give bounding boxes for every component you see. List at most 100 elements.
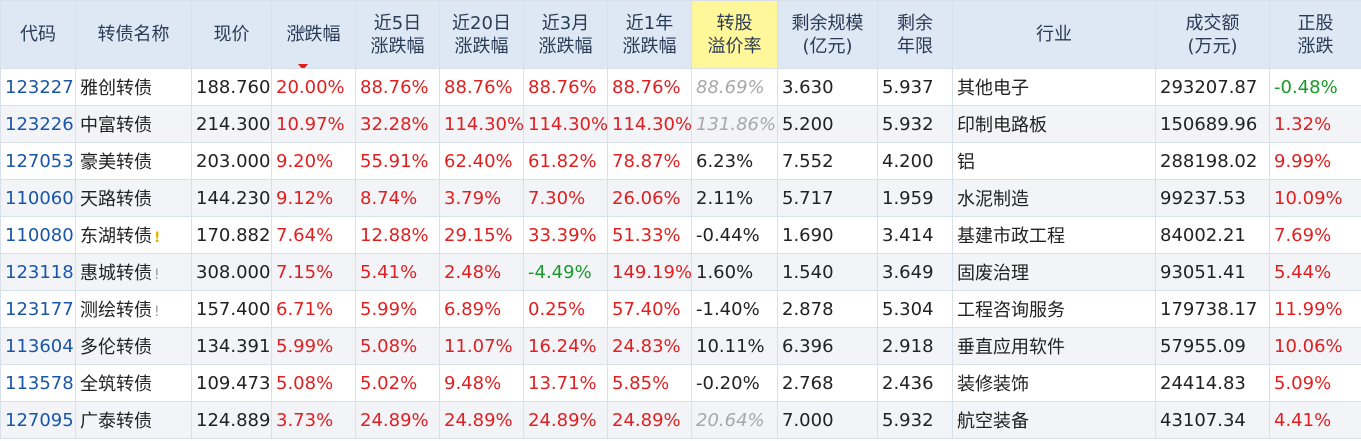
chg20-value: 62.40% bbox=[444, 150, 513, 172]
code-value[interactable]: 113604 bbox=[5, 335, 74, 357]
name-value[interactable]: 豪美转债 bbox=[80, 152, 152, 173]
code-value[interactable]: 113578 bbox=[5, 372, 74, 394]
cell-name[interactable]: 测绘转债! bbox=[75, 290, 192, 328]
cell-chg1y: 88.76% bbox=[607, 68, 692, 106]
chg20-value: 2.48% bbox=[444, 261, 502, 283]
name-value[interactable]: 多伦转债 bbox=[80, 337, 152, 358]
name-value[interactable]: 广泰转债 bbox=[80, 411, 152, 432]
table-row[interactable]: 113578 全筑转债 109.473 5.08% 5.02% 9.48% 13.71% 5.… bbox=[0, 364, 1361, 402]
code-value[interactable]: 110060 bbox=[5, 187, 74, 209]
years-value: 2.918 bbox=[882, 335, 934, 357]
column-header-premium[interactable]: 转股 溢价率 bbox=[691, 0, 778, 69]
cell-code[interactable]: 123118 bbox=[0, 253, 76, 291]
premium-value: 1.60% bbox=[696, 261, 754, 283]
cell-name[interactable]: 东湖转债! bbox=[75, 216, 192, 254]
cell-code[interactable]: 113578 bbox=[0, 364, 76, 402]
code-value[interactable]: 110080 bbox=[5, 224, 74, 246]
volume-value: 84002.21 bbox=[1160, 224, 1246, 246]
chg1y-value: 57.40% bbox=[612, 298, 681, 320]
column-header-chg1y[interactable]: 近1年 涨跌幅 bbox=[607, 0, 692, 69]
price-value: 157.400 bbox=[196, 298, 271, 320]
name-value[interactable]: 天路转债 bbox=[80, 189, 152, 210]
cell-code[interactable]: 123226 bbox=[0, 105, 76, 143]
cell-premium: -0.44% bbox=[691, 216, 778, 254]
column-header-stock-chg[interactable]: 正股 涨跌 bbox=[1269, 0, 1361, 69]
cell-name[interactable]: 豪美转债 bbox=[75, 142, 192, 180]
cell-name[interactable]: 中富转债 bbox=[75, 105, 192, 143]
cell-stock-chg: -0.48% bbox=[1269, 68, 1361, 106]
cell-code[interactable]: 127095 bbox=[0, 401, 76, 439]
column-header-scale[interactable]: 剩余规模 (亿元) bbox=[777, 0, 878, 69]
column-header-volume[interactable]: 成交额 (万元) bbox=[1155, 0, 1270, 69]
code-value[interactable]: 123177 bbox=[5, 298, 74, 320]
code-value[interactable]: 127095 bbox=[5, 409, 74, 431]
code-value[interactable]: 127053 bbox=[5, 150, 74, 172]
cell-years: 5.304 bbox=[877, 290, 953, 328]
cell-code[interactable]: 127053 bbox=[0, 142, 76, 180]
cell-name[interactable]: 天路转债 bbox=[75, 179, 192, 217]
table-row[interactable]: 123227 雅创转债 188.760 20.00% 88.76% 88.76% 88.76… bbox=[0, 68, 1361, 106]
volume-value: 288198.02 bbox=[1160, 150, 1258, 172]
cell-code[interactable]: 113604 bbox=[0, 327, 76, 365]
table-row[interactable]: 123226 中富转债 214.300 10.97% 32.28% 114.30% 114.… bbox=[0, 105, 1361, 143]
cell-chg3m: 13.71% bbox=[523, 364, 608, 402]
cell-code[interactable]: 123177 bbox=[0, 290, 76, 328]
cell-code[interactable]: 123227 bbox=[0, 68, 76, 106]
cell-chg5: 8.74% bbox=[355, 179, 440, 217]
industry-value: 固废治理 bbox=[957, 263, 1029, 284]
code-value[interactable]: 123227 bbox=[5, 76, 74, 98]
code-value[interactable]: 123226 bbox=[5, 113, 74, 135]
cell-scale: 2.768 bbox=[777, 364, 878, 402]
premium-value: -0.20% bbox=[696, 372, 760, 394]
chg20-value: 114.30% bbox=[444, 113, 524, 135]
cell-name[interactable]: 多伦转债 bbox=[75, 327, 192, 365]
cell-price: 308.000 bbox=[191, 253, 272, 291]
cell-chg20: 24.89% bbox=[439, 401, 524, 439]
chg3m-value: 16.24% bbox=[528, 335, 597, 357]
cell-premium: 10.11% bbox=[691, 327, 778, 365]
name-value[interactable]: 中富转债 bbox=[80, 115, 152, 136]
cell-chg5: 5.02% bbox=[355, 364, 440, 402]
chg5-value: 5.02% bbox=[360, 372, 418, 394]
cell-code[interactable]: 110060 bbox=[0, 179, 76, 217]
name-value[interactable]: 全筑转债 bbox=[80, 374, 152, 395]
cell-chg3m: -4.49% bbox=[523, 253, 608, 291]
column-header-code[interactable]: 代码 bbox=[0, 0, 76, 69]
cell-chg1y: 5.85% bbox=[607, 364, 692, 402]
table-row[interactable]: 113604 多伦转债 134.391 5.99% 5.08% 11.07% 16.24% 2… bbox=[0, 327, 1361, 365]
column-header-chg3m[interactable]: 近3月 涨跌幅 bbox=[523, 0, 608, 69]
cell-chg20: 9.48% bbox=[439, 364, 524, 402]
cell-industry: 印制电路板 bbox=[952, 105, 1156, 143]
column-header-price[interactable]: 现价 bbox=[191, 0, 272, 69]
column-header-chg20[interactable]: 近20日 涨跌幅 bbox=[439, 0, 524, 69]
table-row[interactable]: 110060 天路转债 144.230 9.12% 8.74% 3.79% 7.30% 26.… bbox=[0, 179, 1361, 217]
name-value[interactable]: 惠城转债 bbox=[80, 263, 152, 284]
cell-name[interactable]: 惠城转债! bbox=[75, 253, 192, 291]
column-header-name[interactable]: 转债名称 bbox=[75, 0, 192, 69]
cell-price: 203.000 bbox=[191, 142, 272, 180]
table-row[interactable]: 127053 豪美转债 203.000 9.20% 55.91% 62.40% 61.82%… bbox=[0, 142, 1361, 180]
column-header-chg5[interactable]: 近5日 涨跌幅 bbox=[355, 0, 440, 69]
name-value[interactable]: 测绘转债 bbox=[80, 300, 152, 321]
cell-name[interactable]: 雅创转债 bbox=[75, 68, 192, 106]
column-header-chg[interactable]: 涨跌幅 bbox=[271, 0, 356, 69]
industry-value: 基建市政工程 bbox=[957, 226, 1065, 247]
cell-volume: 288198.02 bbox=[1155, 142, 1270, 180]
code-value[interactable]: 123118 bbox=[5, 261, 74, 283]
column-header-years[interactable]: 剩余 年限 bbox=[877, 0, 953, 69]
cell-code[interactable]: 110080 bbox=[0, 216, 76, 254]
name-value[interactable]: 雅创转债 bbox=[80, 78, 152, 99]
table-row[interactable]: 127095 广泰转债 124.889 3.73% 24.89% 24.89% 24.89%… bbox=[0, 401, 1361, 439]
scale-value: 1.690 bbox=[782, 224, 834, 246]
table-row[interactable]: 110080 东湖转债! 170.882 7.64% 12.88% 29.15% 33.39… bbox=[0, 216, 1361, 254]
cell-name[interactable]: 广泰转债 bbox=[75, 401, 192, 439]
chg-value: 7.15% bbox=[276, 261, 334, 283]
column-header-industry[interactable]: 行业 bbox=[952, 0, 1156, 69]
table-row[interactable]: 123177 测绘转债! 157.400 6.71% 5.99% 6.89% 0.25% 57… bbox=[0, 290, 1361, 328]
price-value: 308.000 bbox=[196, 261, 271, 283]
name-value[interactable]: 东湖转债 bbox=[80, 226, 152, 247]
industry-value: 装修装饰 bbox=[957, 374, 1029, 395]
cell-name[interactable]: 全筑转债 bbox=[75, 364, 192, 402]
stock-chg-value: 9.99% bbox=[1274, 150, 1332, 172]
table-row[interactable]: 123118 惠城转债! 308.000 7.15% 5.41% 2.48% -4.49% 1… bbox=[0, 253, 1361, 291]
